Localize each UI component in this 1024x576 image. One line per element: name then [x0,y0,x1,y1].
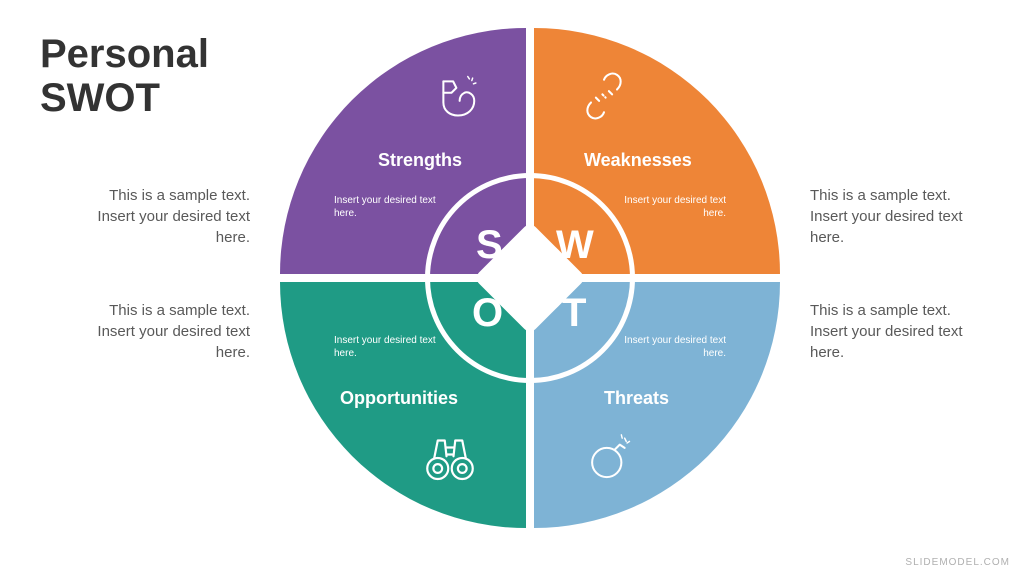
sub-strengths: Insert your desired text here. [334,194,444,220]
swot-diagram: Strengths Insert your desired text here.… [280,28,780,528]
letter-o: O [472,291,503,336]
muscle-icon [432,70,484,122]
broken-chain-icon [578,70,630,122]
sub-opportunities: Insert your desired text here. [334,334,444,360]
heading-opportunities: Opportunities [340,388,458,409]
side-text-weaknesses: This is a sample text. Insert your desir… [810,185,990,248]
letter-w: W [556,223,594,268]
side-text-opportunities: This is a sample text. Insert your desir… [70,300,250,363]
letter-s: S [476,223,503,268]
title-line2: SWOT [40,76,209,120]
side-text-threats: This is a sample text. Insert your desir… [810,300,990,363]
heading-strengths: Strengths [378,150,462,171]
title-line1: Personal [40,32,209,76]
footer-credit: SLIDEMODEL.COM [905,557,1010,568]
heading-threats: Threats [604,388,669,409]
page-title: Personal SWOT [40,32,209,120]
side-text-strengths: This is a sample text. Insert your desir… [70,185,250,248]
heading-weaknesses: Weaknesses [584,150,692,171]
letter-t: T [562,291,586,336]
sub-weaknesses: Insert your desired text here. [616,194,726,220]
binoculars-icon [422,430,478,486]
bomb-icon [584,430,636,482]
sub-threats: Insert your desired text here. [616,334,726,360]
